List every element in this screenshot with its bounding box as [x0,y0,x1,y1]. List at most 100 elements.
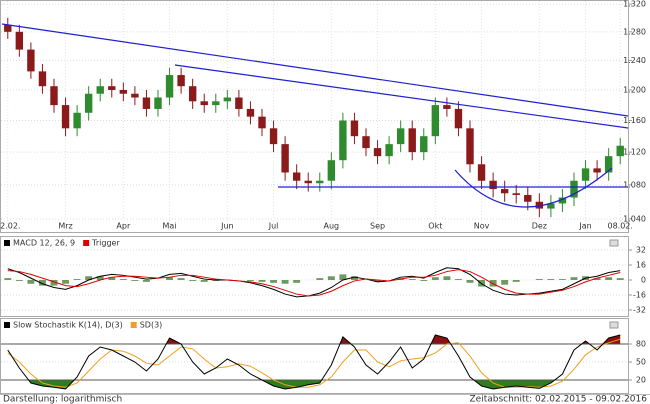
histogram-bar [62,280,70,284]
histogram-bar [142,280,150,282]
candle-body [443,105,451,109]
candle-body [258,116,266,129]
candle-body [316,180,324,184]
candle-body [96,86,104,94]
histogram-bar [166,277,174,280]
candle-body [38,71,47,87]
trend-line [1,23,629,117]
histogram-bar [339,274,347,280]
x-tick-label: Jul [268,222,279,231]
histogram-bar [443,276,451,280]
candle-body [500,189,509,194]
candle-body [431,105,440,137]
histogram-bar [454,279,462,280]
candle-body [154,97,162,109]
candle-body [119,89,128,94]
y-tick-label: -16 [633,291,646,300]
candle-body [616,145,624,157]
histogram-bar [15,280,23,281]
footer-left: Darstellung: logarithmisch [3,395,122,404]
candle-body [420,136,428,153]
candle-body [362,136,370,149]
candle-body [177,75,185,87]
y-tick-label: -32 [633,306,646,315]
legend-swatch [83,240,90,246]
histogram-bar [374,280,382,282]
macd-panel [0,236,629,317]
x-tick-label: 02.02. [0,222,21,231]
candle-body [73,112,81,129]
candle-body [84,93,93,113]
histogram-bar [131,280,139,281]
candle-body [200,101,208,106]
series-line [7,338,621,388]
candle-body [454,108,463,129]
y-tick-label: 32 [636,246,646,255]
candle-body [27,49,35,72]
candle-body [373,148,382,157]
candle-body [212,101,220,106]
candle-body [466,128,474,165]
price-panel [0,0,629,233]
histogram-bar [408,279,416,280]
legend-swatch [4,322,10,328]
panel-icon[interactable] [609,239,619,247]
candle-body [558,197,567,204]
histogram-bar [466,280,474,283]
footer-right: Zeitabschnitt: 02.02.2015 - 09.02.2016 [470,395,648,404]
histogram-bar [293,280,301,283]
candle-body [304,180,312,184]
histogram-bar [593,278,601,280]
candle-body [547,203,555,209]
candle-body [246,108,255,117]
y-tick-label: 1.120 [623,148,646,157]
y-tick-label: 1.160 [623,116,646,125]
candle-body [188,86,197,102]
candle-body [235,97,243,109]
x-tick-label: Sep [370,222,385,231]
candle-body [131,93,139,98]
histogram-bar [119,279,127,280]
x-tick-label: Mrz [58,222,72,231]
legend-label: SD(3) [140,321,163,330]
candle-body [593,168,601,173]
y-tick-label: 1.200 [623,85,646,94]
candle-body [281,144,289,173]
candle-body [408,128,416,153]
histogram-bar [350,276,358,280]
histogram-bar [27,280,35,284]
histogram-bar [73,279,81,280]
x-tick-label: Aug [324,222,340,231]
candle-body [604,156,613,173]
x-tick-label: Dez [532,222,547,231]
candle-body [581,168,590,181]
legend-label: Slow Stochastik K(14), D(3) [13,321,123,330]
x-tick-label: Jun [220,222,234,231]
candle-body [512,193,520,195]
histogram-bar [327,276,335,280]
x-tick-label: Jan [578,222,591,231]
y-tick-label: 1.320 [623,0,646,9]
histogram-bar [420,280,428,281]
candle-body [50,86,58,106]
panel-icon[interactable] [609,321,619,329]
candle-body [396,128,405,145]
series-line [7,334,621,390]
candle-body [142,97,151,109]
trend-lines [1,23,629,208]
x-tick-label: Apr [116,222,131,231]
candle-body [61,105,70,129]
histogram-bar [38,280,46,286]
candle-body [477,164,486,181]
histogram-bar [270,280,278,283]
candle-body [385,144,393,157]
y-tick-label: 0 [641,276,646,285]
candle-body [15,31,24,50]
histogram-bar [177,278,185,280]
histogram-bar [558,279,566,280]
series-line [7,267,621,298]
histogram-bar [616,278,624,280]
candle-body [223,97,232,102]
histogram-bar [189,280,197,281]
